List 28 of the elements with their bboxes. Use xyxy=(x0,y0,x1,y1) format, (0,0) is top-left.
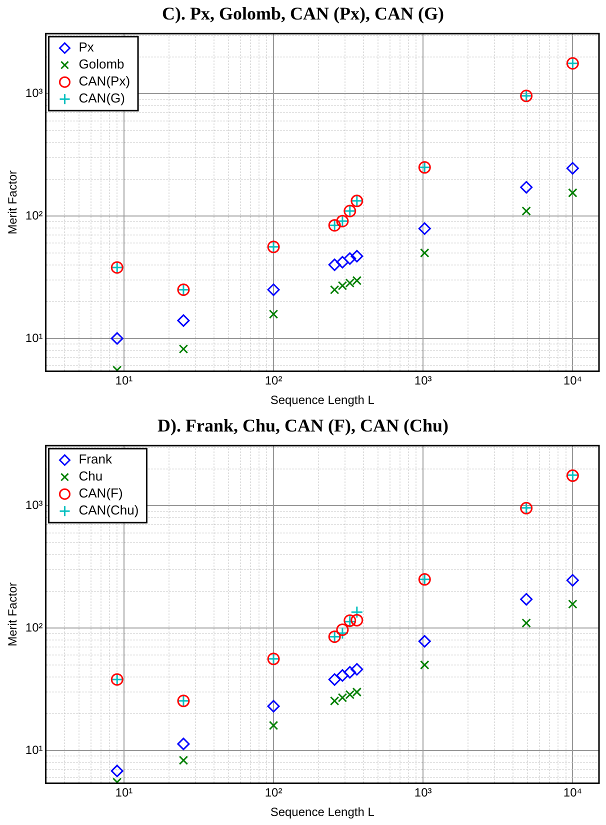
x-tick-label: 10² xyxy=(264,374,282,388)
legend-label: Px xyxy=(78,40,94,55)
chart-title: C). Px, Golomb, CAN (Px), CAN (G) xyxy=(162,3,444,24)
x-tick-label: 10³ xyxy=(414,786,432,800)
x-tick-label: 10¹ xyxy=(115,374,133,388)
legend-label: CAN(F) xyxy=(78,486,123,501)
x-tick-label: 10⁴ xyxy=(563,374,582,388)
y-tick-label: 10¹ xyxy=(25,742,43,757)
x-axis-title: Sequence Length L xyxy=(270,805,375,820)
y-axis-title: Merit Factor xyxy=(6,582,20,646)
y-tick-label: 10³ xyxy=(25,86,43,100)
x-axis-title: Sequence Length L xyxy=(270,393,375,408)
legend-label: CAN(G) xyxy=(78,90,125,106)
chart-title: D). Frank, Chu, CAN (F), CAN (Chu) xyxy=(157,415,449,436)
legend-label: CAN(Chu) xyxy=(78,502,139,518)
y-axis-title: Merit Factor xyxy=(6,170,20,234)
y-tick-label: 10¹ xyxy=(25,330,43,345)
y-tick-label: 10³ xyxy=(25,498,43,512)
x-tick-label: 10² xyxy=(264,786,282,800)
legend-label: Golomb xyxy=(78,56,124,72)
legend-label: CAN(Px) xyxy=(78,74,130,89)
x-tick-label: 10⁴ xyxy=(563,786,582,800)
y-tick-label: 10² xyxy=(25,620,43,634)
x-tick-label: 10³ xyxy=(414,374,432,388)
y-tick-label: 10² xyxy=(25,208,43,222)
legend-label: Frank xyxy=(78,452,112,467)
x-tick-label: 10¹ xyxy=(115,786,133,800)
legend-label: Chu xyxy=(78,468,103,484)
